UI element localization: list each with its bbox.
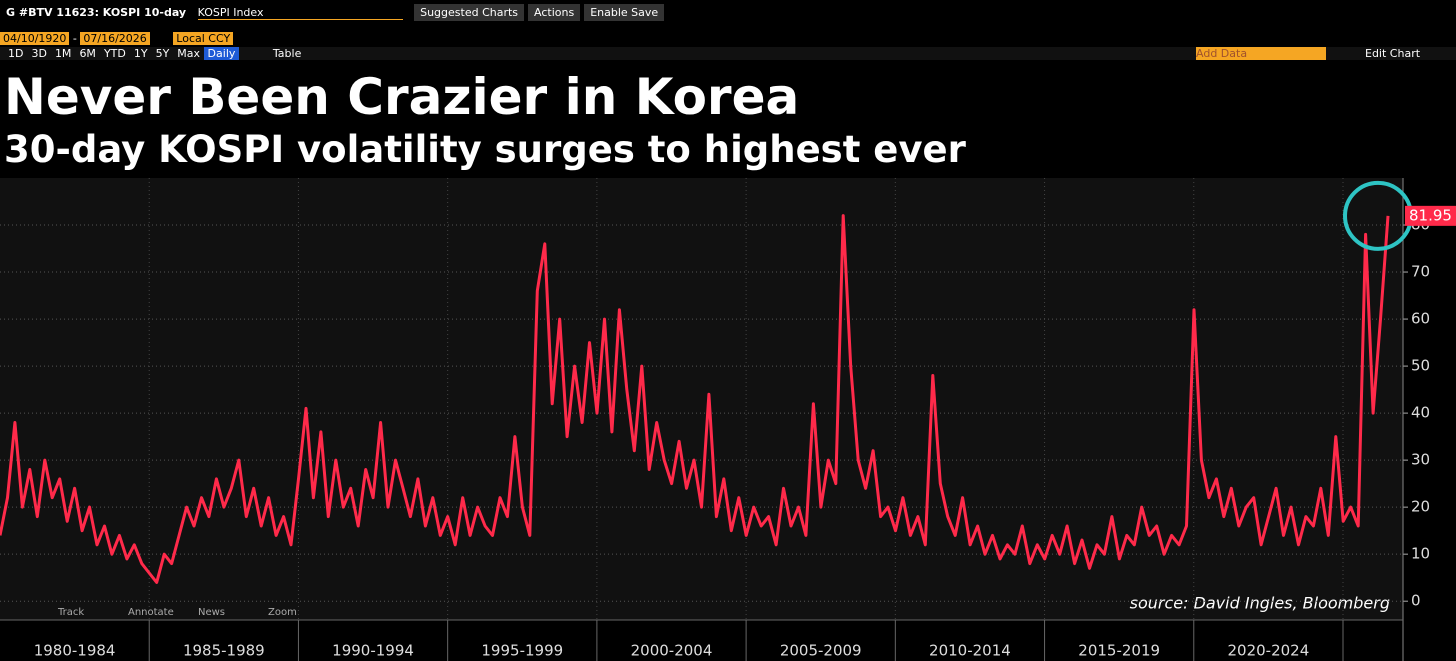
add-data[interactable]: Add Data [1196,47,1326,60]
end-date[interactable]: 07/16/2026 [80,32,150,45]
range-bar: 1D 3D 1M 6M YTD 1Y 5Y Max Daily Table Add Data … [0,47,1456,60]
y-tick-label: 30 [1411,451,1430,469]
currency[interactable]: Local CCY [173,32,234,45]
last-value-label: 81.95 [1409,206,1452,224]
menu[interactable]: Suggested Charts [414,4,525,21]
y-tick-label: 60 [1411,310,1430,328]
top-toolbar: G #BTV 11623: KOSPI 10-day KOSPI Index S… [0,4,1456,24]
chart-subtitle: 30-day KOSPI volatility surges to highes… [4,128,966,171]
plot-area [0,178,1403,620]
range-buttons: 1D 3D 1M 6M YTD 1Y 5Y Max [0,47,204,60]
chart: source: David Ingles, Bloomberg 0 10 20 30 4… [0,178,1456,661]
save-button[interactable]: Enable Save [584,4,665,21]
y-tick-label: 50 [1411,357,1430,375]
range-button[interactable]: 3D [31,47,47,60]
security-input[interactable]: KOSPI Index [197,6,403,20]
x-tick-label: 2005-2009 [780,642,862,660]
data-line [0,214,1390,584]
range-button[interactable]: 1Y [133,47,148,60]
x-tick-label: 1985-1989 [183,642,265,660]
chart-tool: Annotate [128,607,174,618]
menu[interactable]: Actions [528,4,581,21]
y-tick-label: 20 [1411,498,1430,516]
y-tick-label: 70 [1411,263,1430,281]
x-tick-label: 2020-2024 [1228,642,1310,660]
range-button[interactable]: 5Y [155,47,170,60]
x-tick-label: 1980-1984 [34,642,116,660]
last-value-box [1405,205,1456,226]
edit-chart[interactable]: Edit Chart [1365,47,1421,60]
source-note: source: David Ingles, Bloomberg [1130,594,1390,613]
range-button[interactable]: 1M [54,47,72,60]
range-button[interactable]: 1D [8,47,24,60]
x-tick-label: 2000-2004 [631,642,713,660]
x-tick-label: 2010-2014 [929,642,1011,660]
y-tick-label: 10 [1411,545,1430,563]
y-tick-label: 0 [1411,592,1421,610]
x-tick-label: 2015-2019 [1078,642,1160,660]
ticker: G #BTV 11623: KOSPI 10-day [6,6,187,19]
chart-tool: Track [57,607,84,618]
chart-tool: Zoom [268,607,297,618]
chart-tool: News [198,607,225,618]
date-bar: 04/10/1920 - 07/16/2026 Local CCY [0,32,1456,45]
x-tick-label: 1990-1994 [332,642,414,660]
range-button[interactable]: YTD [103,47,126,60]
table-button[interactable]: Table [272,47,302,60]
x-tick-label: 1995-1999 [481,642,563,660]
chart-title: Never Been Crazier in Korea [4,68,800,126]
range-button[interactable]: Max [177,47,201,60]
start-date[interactable]: 04/10/1920 [0,32,70,45]
frequency[interactable]: Daily [203,47,240,60]
range-button[interactable]: 6M [79,47,96,60]
y-tick-label: 40 [1411,404,1430,422]
